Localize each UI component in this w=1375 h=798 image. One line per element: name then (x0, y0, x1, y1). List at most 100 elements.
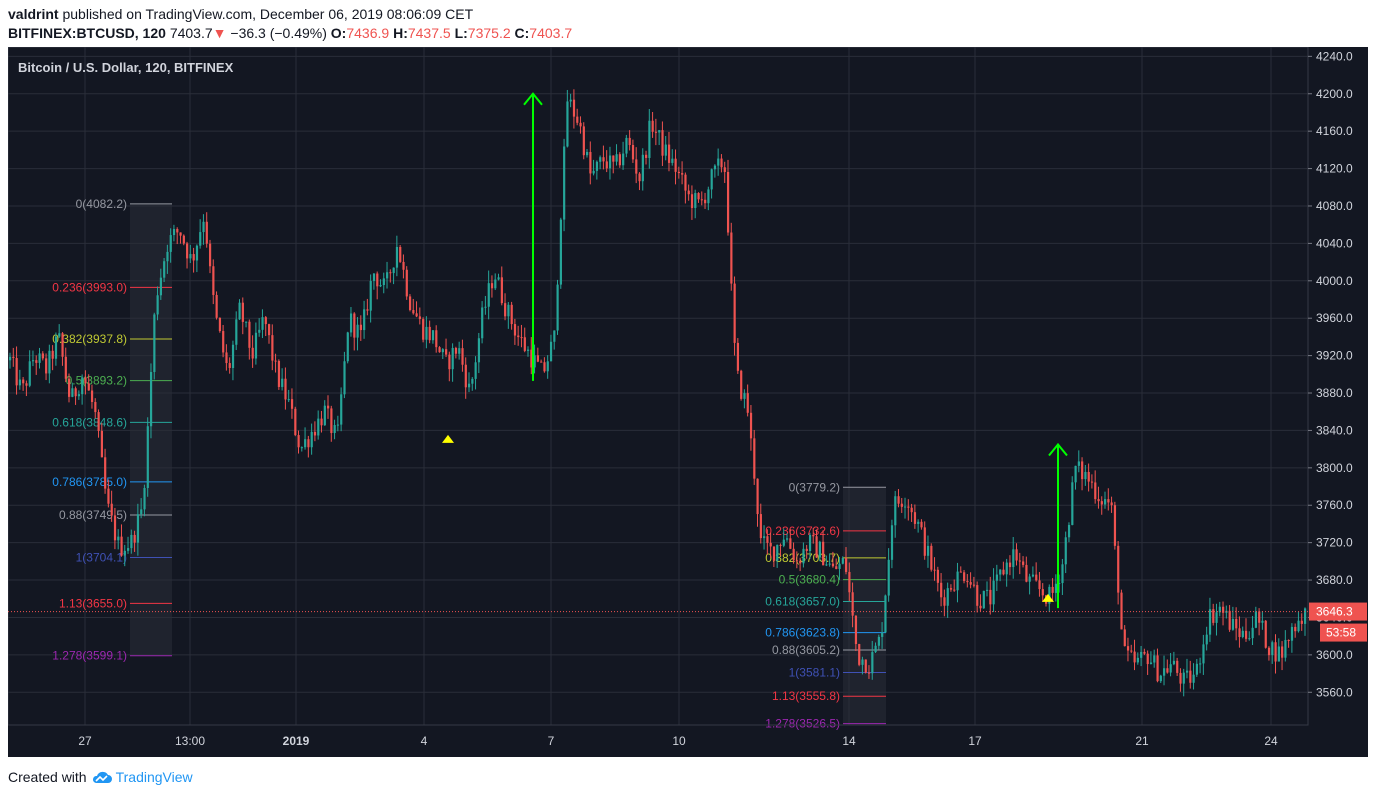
candle-body (241, 302, 244, 322)
candle (681, 161, 684, 185)
candle-body (726, 171, 730, 233)
candle (779, 543, 782, 557)
candle (202, 214, 205, 245)
y-tick-label: 3680.0 (1316, 573, 1353, 587)
fibonacci-retracements[interactable]: 0(4082.2) 0.236(3993.0) 0.382(3937.8) 0.5(3… (52, 197, 886, 731)
fib-retracement-1[interactable]: 0(4082.2) 0.236(3993.0) 0.382(3937.8) 0.5(3… (52, 197, 172, 663)
candle (490, 275, 494, 298)
candle-body (1084, 471, 1087, 480)
candle-body (648, 120, 651, 158)
candle (579, 116, 582, 134)
candle (1058, 574, 1061, 593)
candle (1222, 601, 1225, 626)
fib-level-label: 0.5(3680.4) (779, 573, 840, 587)
up-arrow-icon[interactable] (1048, 442, 1068, 609)
candle-body (1067, 524, 1071, 538)
price-axis[interactable]: 3560.03600.03640.03680.03720.03760.03800… (1308, 49, 1353, 699)
candle-body (156, 295, 159, 315)
chart-area[interactable]: 0(4082.2) 0.236(3993.0) 0.382(3937.8) 0.5(3… (8, 47, 1368, 757)
close-value: 7403.7 (529, 25, 573, 41)
candle (926, 535, 930, 568)
candle-body (90, 390, 94, 402)
candle-body (1254, 611, 1258, 628)
candle-body (556, 284, 559, 331)
author-name[interactable]: valdrint (8, 6, 59, 22)
candle (602, 145, 605, 170)
candle (982, 590, 985, 609)
candle (831, 551, 835, 568)
candle-body (222, 331, 225, 353)
candle (448, 351, 451, 382)
candle (641, 148, 644, 191)
candle (297, 430, 300, 454)
fib-retracement-2[interactable]: 0(3779.2)0.236(3732.6)0.382(3703.7)0.5(3… (765, 480, 886, 731)
candle (205, 212, 208, 248)
candle (1117, 541, 1120, 605)
candle-body (140, 509, 143, 515)
candle (1005, 558, 1008, 587)
up-arrow-icon[interactable] (523, 92, 543, 381)
candle-body (264, 317, 267, 325)
x-tick-label: 2019 (283, 734, 310, 748)
candle-body (333, 425, 336, 434)
candlestick-chart[interactable]: 0(4082.2) 0.236(3993.0) 0.382(3937.8) 0.5(3… (8, 47, 1368, 757)
candle (120, 524, 123, 557)
candle-body (720, 158, 723, 168)
candle (228, 357, 231, 374)
candle (690, 185, 694, 220)
candle (64, 347, 67, 383)
candle-body (481, 307, 484, 339)
candle (530, 337, 533, 375)
candle-body (566, 101, 569, 147)
candle (290, 388, 294, 419)
candle-body (845, 558, 848, 572)
candle-body (454, 347, 458, 354)
candle (284, 367, 287, 410)
candle-body (608, 155, 612, 169)
candle-body (1123, 629, 1126, 647)
candle (320, 410, 323, 433)
tradingview-logo[interactable]: TradingView (91, 769, 193, 785)
y-tick-label: 4240.0 (1316, 49, 1353, 63)
candle-body (923, 527, 926, 556)
current-price-badge (1309, 602, 1367, 621)
candle (438, 346, 441, 353)
candle-body (759, 514, 762, 539)
candle-body (330, 408, 333, 434)
candle (372, 273, 376, 290)
candle-body (1271, 642, 1274, 656)
candle-body (245, 321, 248, 323)
candle (100, 422, 103, 458)
candle-body (602, 157, 605, 162)
candle (746, 384, 749, 417)
candle (310, 423, 313, 455)
candle (349, 307, 353, 337)
candle-body (163, 261, 166, 278)
candle-body (831, 563, 835, 567)
fib-level-label: 1.278(3599.1) (52, 649, 127, 663)
candle-body (372, 273, 376, 281)
candle-body (1159, 675, 1162, 682)
y-tick-label: 3800.0 (1316, 461, 1353, 475)
fib-level-label: 0.618(3657.0) (765, 595, 840, 609)
candle (815, 529, 818, 558)
candle-body (251, 347, 254, 359)
candle (343, 351, 346, 399)
candle-body (428, 326, 431, 341)
candle (379, 279, 382, 288)
annotations[interactable] (442, 92, 1068, 609)
candle (395, 235, 399, 277)
candle (363, 300, 366, 339)
candle (58, 324, 61, 338)
time-axis[interactable]: 27 13:00 2019 4 7 10 14 17 21 24 (78, 734, 1278, 748)
candle-body (864, 659, 867, 673)
candle-body (1169, 664, 1172, 673)
candle (77, 390, 81, 400)
y-tick-label: 3960.0 (1316, 311, 1353, 325)
candle (664, 136, 667, 161)
candle (127, 536, 130, 554)
candle (608, 146, 612, 180)
candle (68, 373, 71, 403)
candle-body (605, 161, 608, 169)
candle-body (379, 285, 382, 287)
